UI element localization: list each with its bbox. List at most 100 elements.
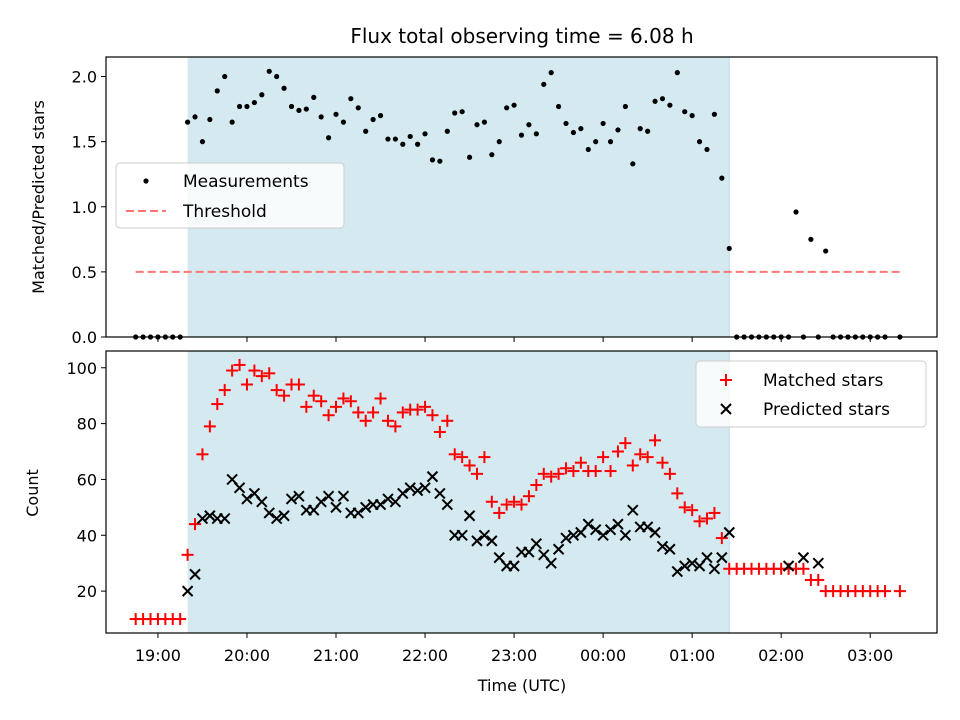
matched-star-point — [478, 451, 491, 464]
matched-star-point — [634, 448, 647, 461]
matched-star-point — [307, 389, 320, 402]
bottom-legend-box — [695, 360, 927, 428]
predicted-star-point — [404, 482, 416, 494]
matched-star-point — [649, 434, 662, 447]
x-tick-label: 21:00 — [313, 646, 359, 665]
predicted-marker-b — [627, 504, 639, 516]
predicted-star-point — [701, 551, 713, 564]
matched-star-point — [508, 495, 521, 508]
x-tick-label: 01:00 — [669, 646, 715, 665]
matched-star-point — [330, 400, 343, 413]
predicted-marker-b — [797, 551, 810, 564]
predicted-star-point — [471, 535, 483, 547]
measurement-points — [133, 68, 903, 340]
predicted-star-point — [263, 507, 275, 519]
y-tick-label: 20 — [77, 582, 97, 601]
predicted-star-point — [285, 493, 298, 505]
y-tick-label: 1.0 — [72, 198, 97, 217]
measurement-point — [704, 146, 710, 153]
measurement-point — [593, 139, 599, 145]
predicted-marker-b — [597, 529, 609, 541]
predicted-star-point — [181, 585, 194, 597]
measurement-point — [719, 175, 725, 181]
predicted-star-point — [241, 493, 253, 505]
predicted-marker-b — [589, 523, 602, 536]
predicted-star-point — [641, 521, 654, 533]
matched-star-point — [485, 495, 498, 508]
measurement-point — [444, 128, 450, 134]
measurement-point — [222, 73, 228, 80]
matched-star-point — [879, 585, 892, 598]
matched-star-point — [278, 389, 291, 402]
measurement-point — [377, 113, 384, 119]
predicted-marker-b — [278, 510, 290, 522]
predicted-marker-b — [233, 482, 246, 494]
matched-star-point — [686, 504, 699, 517]
predicted-star-point — [627, 504, 639, 516]
matched-star-point — [226, 364, 239, 377]
measurement-point — [199, 139, 206, 145]
legend-measurement-marker — [143, 178, 149, 184]
predicted-star-point — [723, 526, 735, 539]
matched-star-point — [493, 506, 506, 519]
predicted-marker-b — [612, 518, 624, 530]
predicted-marker-b — [641, 521, 654, 533]
predicted-marker-b — [493, 551, 505, 564]
measurement-point — [318, 114, 324, 120]
predicted-marker-b — [374, 498, 387, 511]
predicted-marker-b — [723, 526, 735, 539]
predicted-star-point — [352, 507, 364, 519]
predicted-marker-b — [293, 490, 305, 502]
x-tick-label: 23:00 — [491, 646, 537, 665]
matched-star-point — [240, 378, 253, 391]
predicted-star-point — [219, 512, 231, 525]
y-tick-label: 60 — [77, 470, 97, 489]
matched-star-point — [233, 358, 246, 371]
matched-star-point — [396, 406, 409, 419]
predicted-star-point — [397, 487, 409, 500]
measurement-point — [303, 106, 309, 112]
x-axis-label: Time (UTC) — [477, 676, 566, 695]
measurement-point — [504, 105, 510, 111]
predicted-marker-b — [434, 487, 446, 500]
predicted-marker-b — [352, 507, 364, 519]
measurement-point — [600, 120, 606, 127]
predicted-star-point — [656, 540, 669, 553]
measurement-point — [496, 139, 502, 145]
predicted-star-point — [560, 532, 572, 544]
matched-star-point — [797, 562, 810, 575]
y-tick-label: 1.5 — [72, 133, 97, 152]
matched-star-point — [367, 406, 380, 419]
top-panel: Flux total observing time = 6.08 h 0.00.… — [29, 24, 938, 347]
predicted-marker-b — [256, 496, 268, 508]
matched-star-point — [574, 456, 587, 469]
predicted-star-point — [686, 557, 698, 569]
bottom-panel: 20 40 60 80 100 19:00 20:00 21:00 22:00 23:00 00:… — [23, 350, 938, 695]
measurement-point — [711, 111, 718, 117]
predicted-marker-b — [382, 493, 394, 505]
predicted-star-point — [426, 470, 439, 483]
predicted-star-point — [419, 482, 431, 494]
measurement-point — [363, 128, 369, 134]
matched-star-point — [344, 395, 357, 408]
matched-star-point — [708, 506, 721, 519]
bottom-axes-frame — [105, 350, 938, 634]
matched-star-point — [352, 406, 365, 419]
matched-star-point — [255, 370, 268, 383]
matched-star-point — [381, 414, 394, 427]
predicted-star-point — [604, 523, 617, 536]
predicted-star-point — [278, 510, 290, 522]
measurement-point — [726, 245, 732, 252]
measurement-point — [259, 92, 265, 98]
predicted-marker-b — [441, 498, 454, 511]
predicted-marker-b — [404, 482, 416, 494]
predicted-marker-b — [671, 565, 684, 578]
predicted-star-point — [456, 529, 468, 541]
measurement-point — [578, 126, 584, 132]
predicted-star-point — [582, 518, 594, 530]
measurement-point — [823, 248, 829, 254]
matched-star-point — [292, 378, 305, 391]
matched-star-point — [604, 465, 617, 478]
measurement-point — [682, 109, 688, 115]
matched-star-point — [248, 364, 261, 377]
